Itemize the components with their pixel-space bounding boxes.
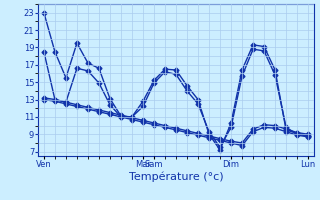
X-axis label: Température (°c): Température (°c) (129, 172, 223, 182)
